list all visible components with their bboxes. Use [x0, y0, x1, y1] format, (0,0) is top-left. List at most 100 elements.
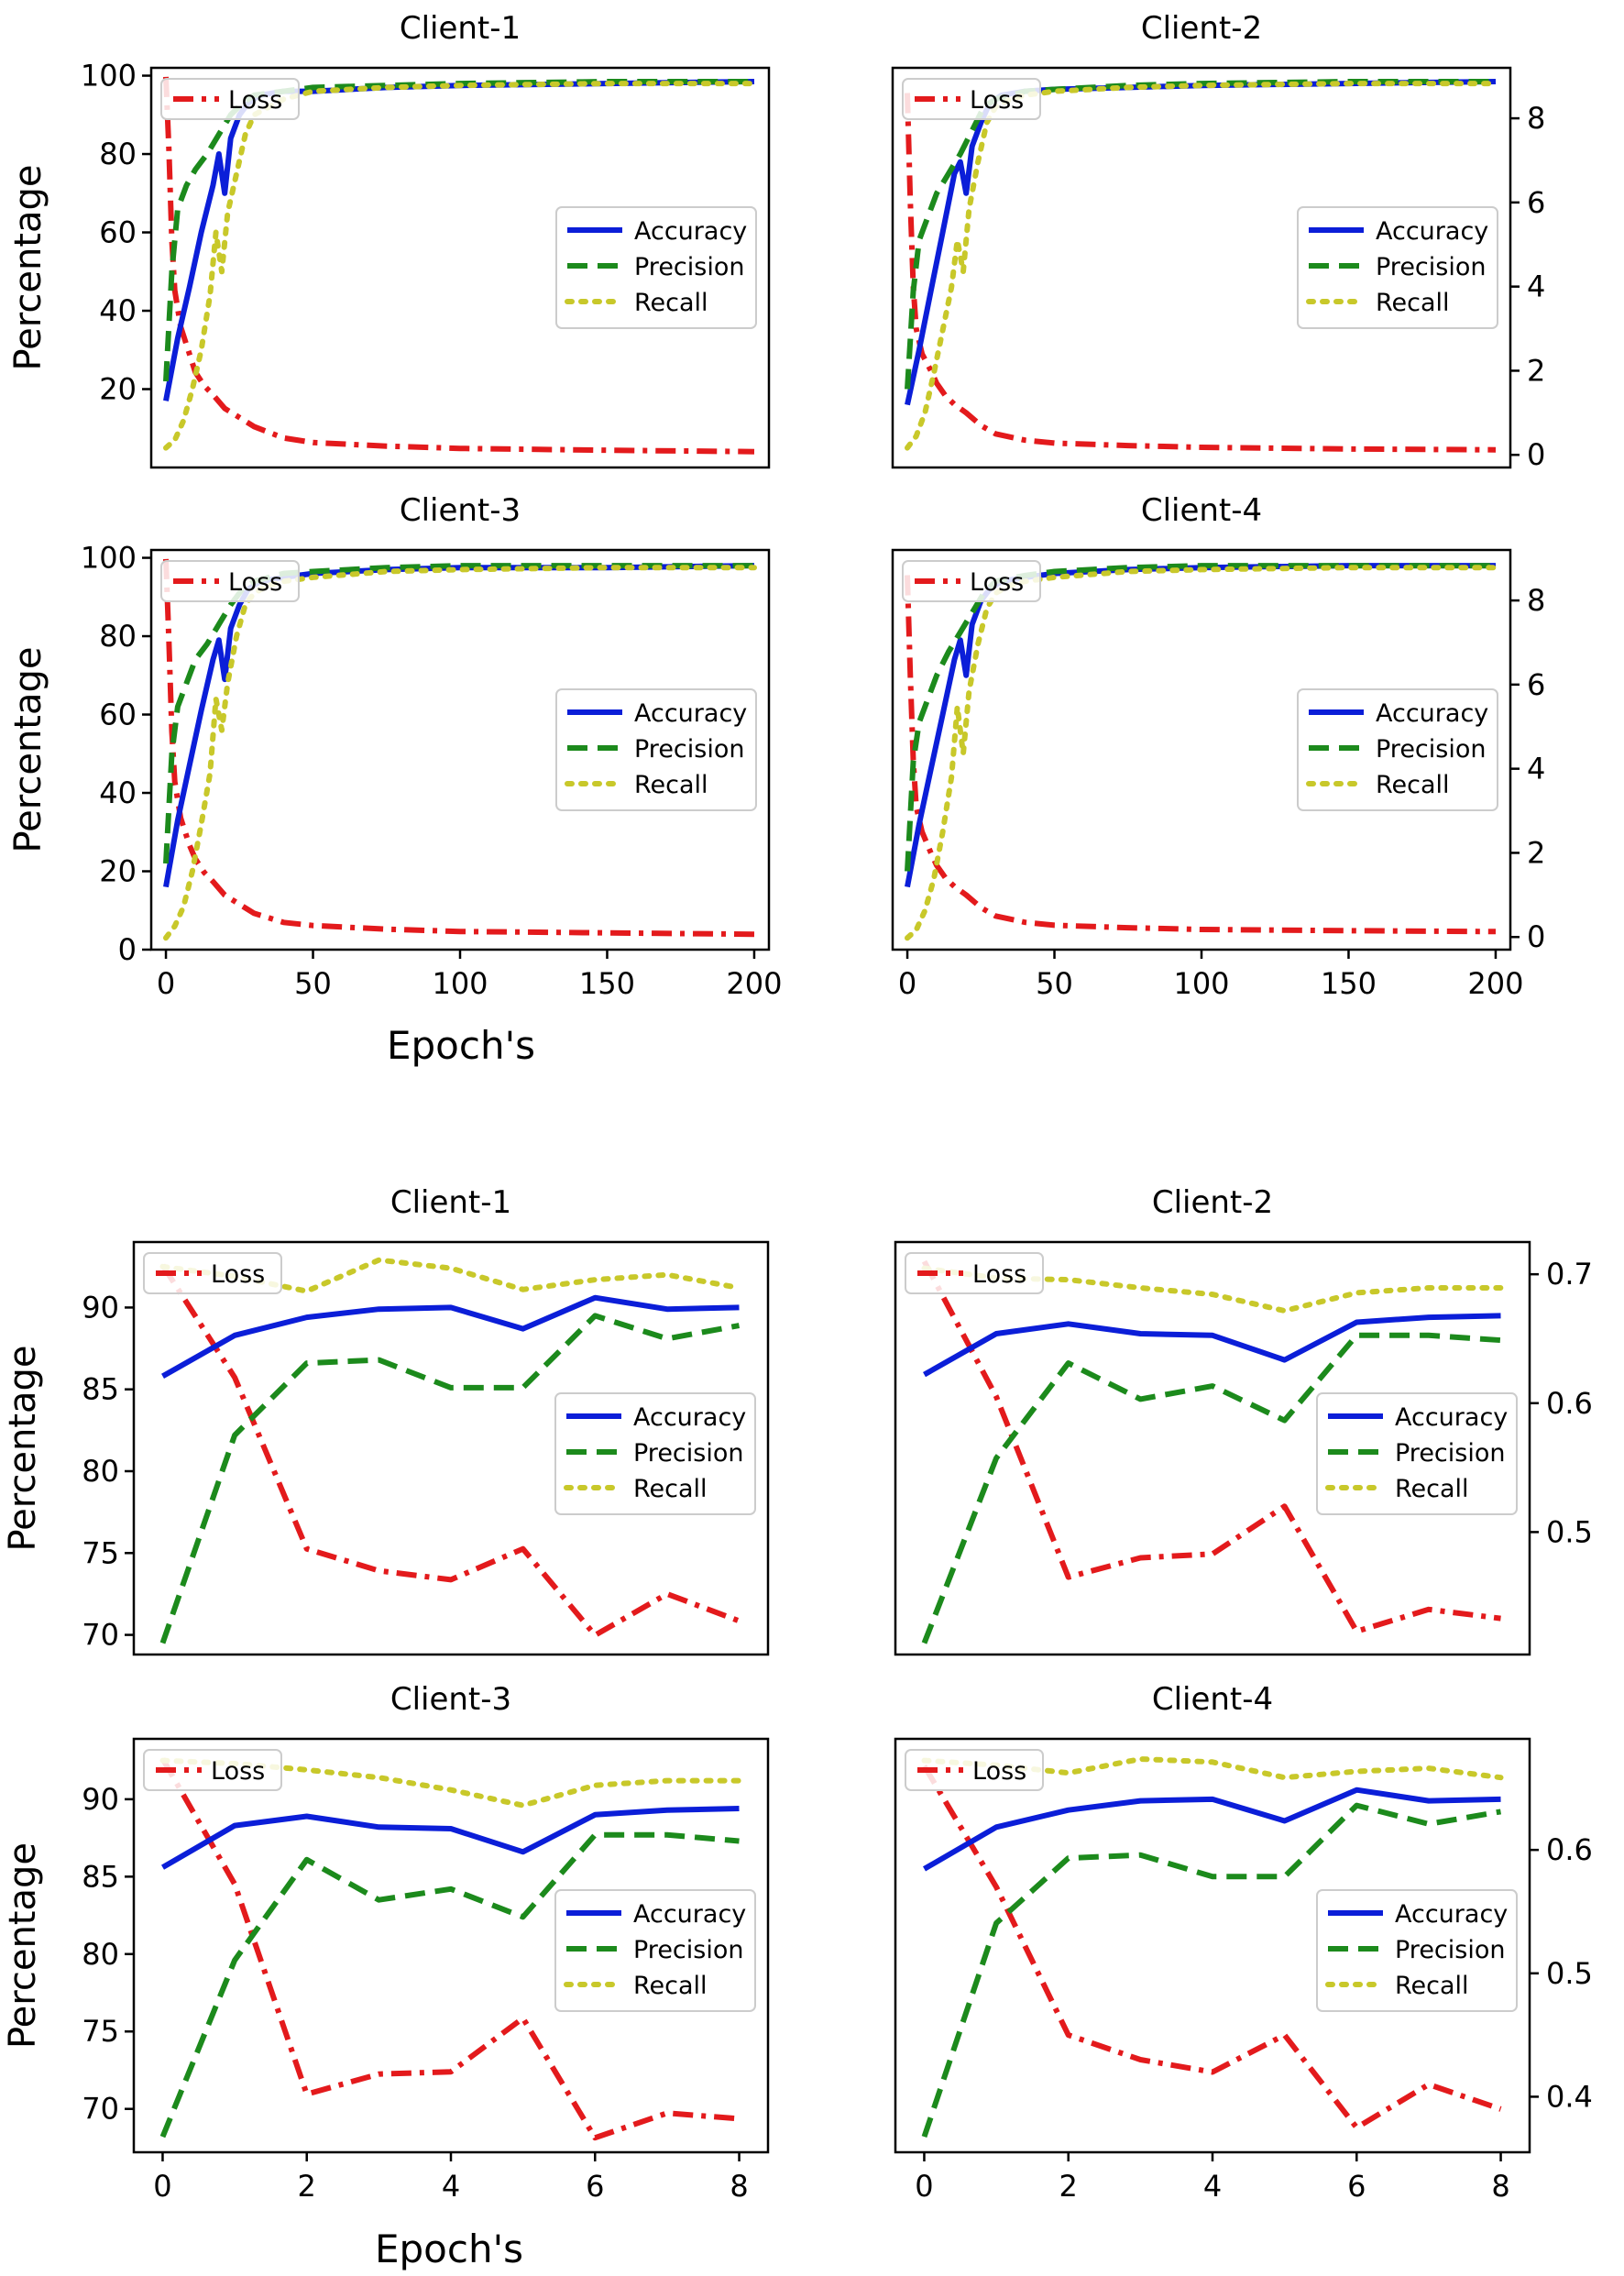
loss-legend-box [902, 78, 1041, 120]
series-line-accuracy [161, 1294, 740, 1380]
series-line-precision [921, 1802, 1502, 2139]
y2-tick-label: 0.5 [1546, 1956, 1593, 1991]
series-line-precision [905, 563, 1496, 872]
y-tick-label: 40 [99, 293, 137, 328]
y-tick-label: 0 [118, 932, 137, 967]
plot-frame [149, 66, 771, 469]
x-tick-label: 4 [1203, 2169, 1222, 2204]
legend-label-loss: Loss [970, 568, 1024, 597]
metrics-legend-box [1316, 1392, 1518, 1515]
loss-legend-box [902, 560, 1041, 602]
legend-label-precision: Precision [634, 735, 744, 764]
loss-legend-box [160, 78, 300, 120]
y-tick-label: 100 [81, 59, 137, 93]
legend-label-accuracy: Accuracy [634, 699, 747, 728]
y-tick-label: 80 [99, 619, 137, 654]
y2-tick-label: 0 [1527, 437, 1545, 472]
x-tick-label: 2 [298, 2169, 316, 2204]
chart-panel-1: Client-1 20 40 60 80 100 Percentage Loss Accurac… [7, 10, 771, 469]
series-line-precision [921, 1332, 1501, 1644]
legend-label-loss: Loss [970, 86, 1024, 115]
y-axis-label: Percentage [7, 164, 49, 370]
x-tick-label: 0 [157, 966, 175, 1001]
x-tick-label: 0 [915, 2169, 933, 2204]
chart-title: Client-2 [1152, 1184, 1273, 1221]
metrics-legend-box [555, 206, 757, 329]
x-tick-label: 4 [442, 2169, 460, 2204]
chart-title: Client-3 [390, 1681, 511, 1718]
y-tick-label: 80 [99, 137, 137, 171]
legend-label-loss: Loss [211, 1260, 265, 1289]
y-tick-label: 40 [99, 775, 137, 810]
chart-panel-2: Client-2 0 2 4 6 8 Loss Accuracy Precision Recall [891, 10, 1545, 472]
metrics-legend-box [554, 1889, 756, 2012]
y2-tick-label: 0.4 [1546, 2079, 1593, 2114]
y2-tick-label: 6 [1527, 185, 1545, 220]
legend-label-accuracy: Accuracy [634, 217, 747, 246]
y-tick-label: 75 [82, 2014, 119, 2049]
legend-label-accuracy: Accuracy [1376, 217, 1488, 246]
y2-tick-label: 8 [1527, 101, 1545, 136]
metrics-legend-box [1316, 1889, 1518, 2012]
bottom-x-axis-label: Epoch's [375, 2227, 523, 2271]
series-line-accuracy [923, 1313, 1501, 1378]
x-tick-label: 200 [726, 966, 782, 1001]
x-tick-label: 6 [1347, 2169, 1366, 2204]
legend-label-loss: Loss [972, 1757, 1026, 1786]
y-tick-label: 75 [82, 1535, 119, 1570]
x-tick-label: 0 [153, 2169, 171, 2204]
series-line-accuracy [922, 1787, 1501, 1872]
series-line-recall [905, 81, 1498, 451]
series-line-loss [921, 1765, 1502, 2131]
x-tick-label: 0 [898, 966, 916, 1001]
loss-legend-box [143, 1252, 282, 1294]
legend-label-precision: Precision [1395, 1439, 1505, 1468]
plot-frame [132, 1240, 770, 1656]
y-tick-label: 85 [82, 1859, 119, 1894]
legend-label-precision: Precision [633, 1936, 743, 1964]
x-tick-label: 8 [730, 2169, 748, 2204]
top-x-axis-label: Epoch's [387, 1023, 535, 1068]
legend-label-loss: Loss [972, 1260, 1026, 1289]
y-axis-label: Percentage [2, 1345, 44, 1551]
y2-tick-label: 0.5 [1546, 1514, 1593, 1549]
loss-legend-box [143, 1749, 282, 1791]
y2-tick-label: 0.6 [1546, 1832, 1593, 1867]
y-tick-label: 20 [99, 854, 137, 889]
y-tick-label: 85 [82, 1372, 119, 1407]
series-line-loss [159, 1757, 740, 2141]
legend-label-recall: Recall [1395, 1972, 1469, 2000]
legend-label-recall: Recall [634, 289, 708, 317]
series-line-precision [159, 1313, 741, 1644]
metrics-legend-box [555, 688, 757, 811]
x-tick-label: 100 [432, 966, 488, 1001]
chart-title: Client-4 [1152, 1681, 1273, 1718]
y-tick-label: 90 [82, 1290, 119, 1325]
y2-tick-label: 6 [1527, 667, 1545, 702]
y-tick-label: 60 [99, 215, 137, 250]
legend-label-precision: Precision [1395, 1936, 1505, 1964]
y-axis-label: Percentage [7, 646, 49, 852]
loss-legend-box [905, 1749, 1044, 1791]
series-line-accuracy [160, 1806, 740, 1870]
y2-tick-label: 0.6 [1546, 1386, 1593, 1421]
x-tick-label: 200 [1467, 966, 1523, 1001]
legend-label-accuracy: Accuracy [633, 1403, 746, 1432]
metrics-legend-box [1297, 206, 1498, 329]
x-tick-label: 6 [586, 2169, 604, 2204]
y-tick-label: 20 [99, 372, 137, 407]
legend-label-precision: Precision [634, 253, 744, 281]
legend-label-accuracy: Accuracy [1395, 1403, 1508, 1432]
chart-title: Client-3 [400, 492, 521, 529]
y-tick-label: 60 [99, 698, 137, 732]
legend-label-loss: Loss [228, 568, 282, 597]
x-tick-label: 50 [1036, 966, 1073, 1001]
chart-title: Client-2 [1141, 10, 1262, 47]
series-line-loss [905, 575, 1497, 935]
chart-title: Client-1 [390, 1184, 511, 1221]
series-line-loss [163, 558, 755, 938]
y-tick-label: 100 [81, 541, 137, 576]
loss-legend-box [905, 1252, 1044, 1294]
legend-label-recall: Recall [1376, 771, 1450, 799]
